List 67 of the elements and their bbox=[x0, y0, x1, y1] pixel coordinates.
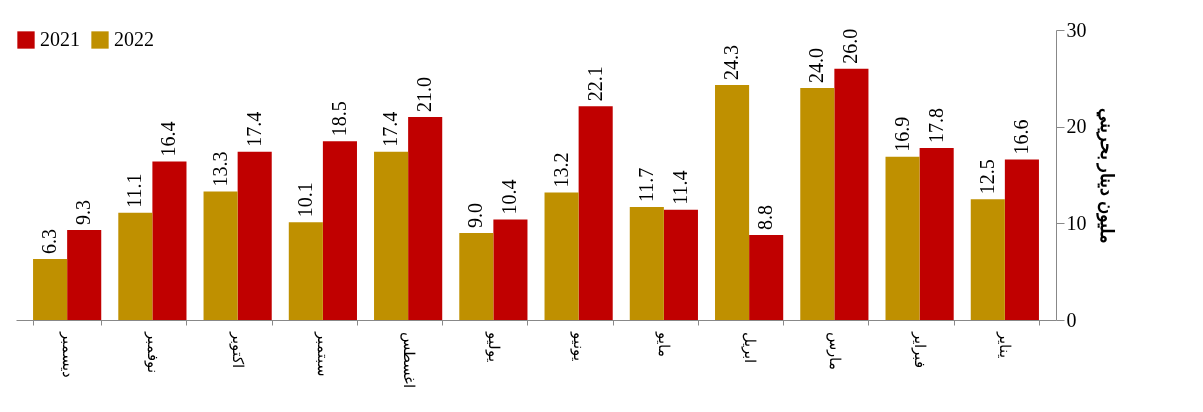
bar bbox=[629, 206, 664, 320]
data-label: 17.8 bbox=[924, 107, 947, 143]
data-label: 6.3 bbox=[38, 229, 61, 255]
data-label: 9.0 bbox=[464, 203, 487, 228]
legend-label: 2022 bbox=[114, 28, 154, 50]
x-tick-label: يناير bbox=[996, 330, 1014, 358]
bar bbox=[749, 234, 784, 320]
bar bbox=[408, 117, 443, 320]
data-label: 26.0 bbox=[839, 28, 862, 64]
bar bbox=[1004, 159, 1039, 320]
data-label: 8.8 bbox=[754, 204, 777, 230]
bar bbox=[33, 259, 68, 320]
x-tick-label: فبراير bbox=[911, 330, 929, 368]
x-tick-label: نوفمبر bbox=[143, 330, 161, 373]
x-tick-label: مارس bbox=[825, 331, 843, 370]
y-tick-label: 30 bbox=[1066, 18, 1087, 41]
data-label: 13.2 bbox=[549, 152, 572, 188]
data-label: 18.5 bbox=[327, 101, 350, 137]
bar bbox=[800, 88, 835, 320]
bar bbox=[970, 199, 1005, 320]
bar bbox=[288, 222, 323, 320]
data-label: 12.5 bbox=[975, 159, 998, 195]
data-label: 10.4 bbox=[498, 179, 521, 215]
data-label: 24.3 bbox=[720, 45, 743, 81]
legend-label: 2021 bbox=[40, 28, 80, 50]
data-label: 9.3 bbox=[72, 200, 95, 226]
x-tick-label: ديسمبر bbox=[58, 330, 76, 378]
bar bbox=[67, 230, 102, 320]
data-label: 11.7 bbox=[634, 167, 657, 202]
data-label: 16.4 bbox=[157, 121, 180, 157]
x-tick-label: يوليو bbox=[484, 330, 502, 362]
x-tick-label: ابريل bbox=[740, 331, 758, 363]
bar bbox=[118, 212, 153, 320]
y-axis-title: مليون دينار بحريني bbox=[1095, 107, 1117, 244]
bar bbox=[152, 161, 187, 320]
bar bbox=[544, 192, 579, 320]
y-tick-label: 0 bbox=[1066, 308, 1077, 331]
bar bbox=[834, 68, 869, 320]
bar bbox=[663, 209, 698, 320]
bar bbox=[715, 85, 750, 320]
data-label: 16.6 bbox=[1009, 119, 1032, 155]
x-tick-label: اكتوبر bbox=[229, 330, 247, 368]
y-tick-label: 10 bbox=[1066, 211, 1087, 234]
data-label: 16.9 bbox=[890, 116, 913, 152]
x-tick-label: سبتمبر bbox=[314, 330, 332, 377]
bar bbox=[237, 151, 272, 320]
data-label: 17.4 bbox=[379, 111, 402, 147]
y-tick-label: 20 bbox=[1066, 115, 1087, 138]
data-label: 11.1 bbox=[123, 173, 146, 208]
bar bbox=[919, 147, 954, 320]
bar bbox=[493, 219, 528, 320]
bar bbox=[322, 141, 357, 320]
bar bbox=[374, 151, 409, 320]
bar bbox=[578, 106, 613, 320]
data-label: 21.0 bbox=[413, 77, 436, 112]
data-label: 10.1 bbox=[293, 182, 316, 218]
data-label: 17.4 bbox=[242, 111, 265, 147]
x-tick-label: يونيو bbox=[570, 330, 588, 361]
x-tick-label: مايو bbox=[655, 330, 673, 357]
bar bbox=[885, 156, 920, 320]
data-label: 22.1 bbox=[583, 66, 606, 102]
x-tick-label: اغسطس bbox=[399, 331, 417, 388]
data-label: 24.0 bbox=[805, 48, 828, 83]
data-label: 11.4 bbox=[668, 170, 691, 205]
bar bbox=[203, 191, 238, 320]
bar bbox=[459, 233, 494, 320]
data-label: 13.3 bbox=[208, 151, 231, 187]
